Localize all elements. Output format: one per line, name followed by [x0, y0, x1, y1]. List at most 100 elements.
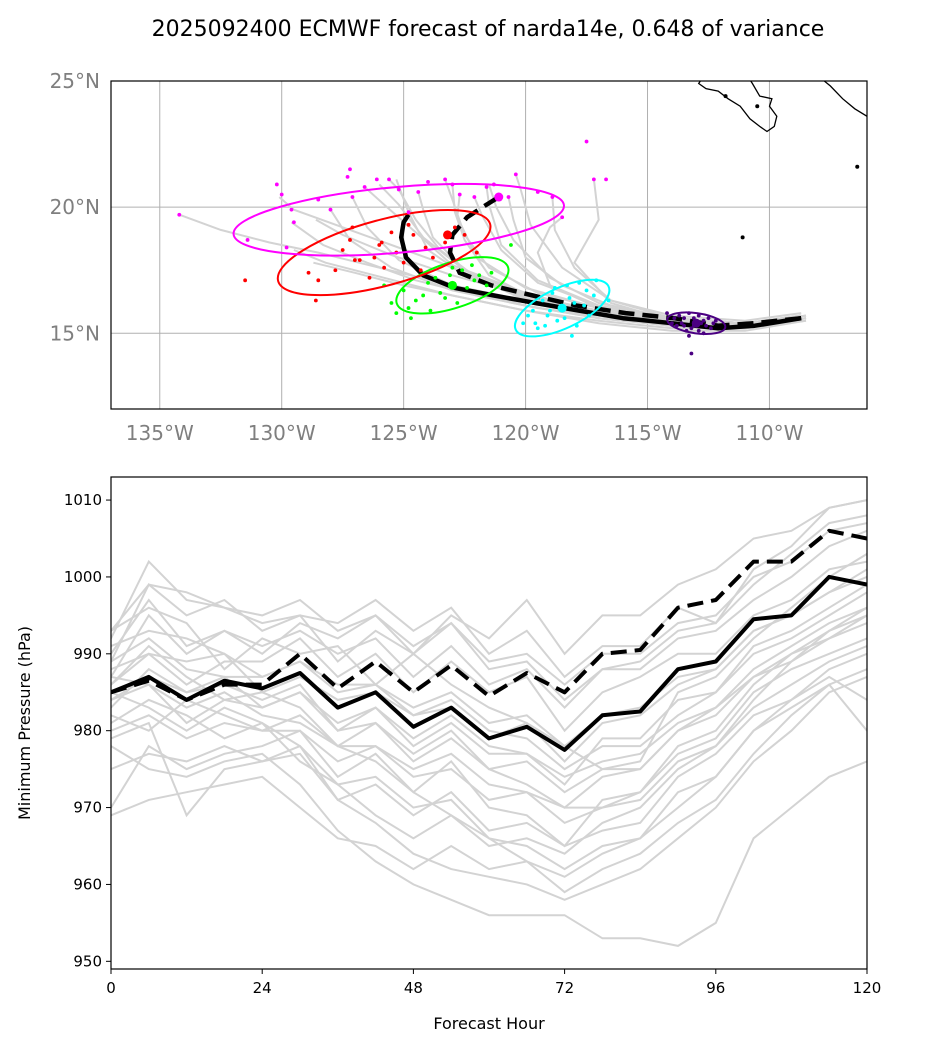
member-pressure-line: [111, 675, 867, 901]
member-pressure-line: [111, 606, 867, 794]
day5-member-point: [289, 207, 294, 212]
lon-tick-label: 120°W: [492, 421, 560, 445]
y-tick-label: 980: [73, 722, 102, 740]
day4-member-point: [462, 233, 467, 237]
day3-member-point: [409, 316, 413, 321]
y-axis-label: Minimum Pressure (hPa): [15, 626, 34, 820]
pressure-plot-area: [111, 499, 867, 947]
pressure-ticks: 0 24 48 72 96 120 950 960 970 980 990 1000 1010: [64, 491, 882, 997]
day1-member-point: [689, 326, 694, 331]
y-tick-label: 1000: [64, 568, 102, 586]
day5-mean-point: [494, 192, 504, 202]
day4-member-point: [243, 278, 248, 283]
coastline: [823, 81, 867, 117]
day4-spread-ellipse: [276, 209, 492, 297]
day1-member-point: [713, 318, 718, 323]
lon-tick-label: 110°W: [735, 421, 803, 445]
day1-member-point: [687, 333, 691, 338]
x-tick-label: 96: [706, 979, 725, 997]
day5-member-point: [328, 207, 333, 212]
day4-member-point: [379, 240, 384, 245]
day2-member-point: [521, 321, 526, 326]
day3-member-point: [448, 273, 452, 278]
day5-member-point: [292, 220, 296, 225]
day3-member-point: [477, 273, 482, 278]
day2-member-point: [540, 298, 545, 303]
day3-member-point: [394, 311, 399, 316]
day2-member-point: [535, 326, 540, 331]
day3-member-point: [413, 298, 418, 303]
island: [740, 235, 745, 240]
day5-member-point: [506, 195, 511, 199]
day4-member-point: [411, 233, 416, 237]
dashed-mean-track: [447, 195, 802, 328]
day5-member-point: [345, 174, 350, 179]
map-background: [111, 81, 867, 409]
day4-member-point: [474, 250, 479, 255]
day3-member-point: [484, 283, 489, 288]
map-panel: 135°W 130°W 125°W 120°W 115°W 110°W 15°N 20°N 25…: [50, 69, 868, 445]
day2-member-point: [543, 323, 547, 328]
x-tick-label: 24: [253, 979, 272, 997]
lon-tick-label: 115°W: [614, 421, 682, 445]
member-pressure-line: [111, 522, 867, 686]
day4-member-point: [382, 265, 387, 270]
day4-member-point: [377, 243, 382, 247]
day5-member-point: [584, 139, 589, 144]
day3-member-point: [433, 275, 438, 280]
day5-member-point: [396, 187, 401, 192]
day2-member-point: [567, 296, 572, 300]
x-tick-label: 48: [404, 979, 423, 997]
member-pressure-line: [111, 645, 867, 809]
day4-member-point: [352, 258, 357, 263]
day4-member-point: [418, 268, 423, 273]
day5-member-point: [513, 172, 518, 177]
member-pressure-line: [111, 745, 867, 947]
day2-member-point: [584, 288, 589, 293]
day3-member-point: [465, 285, 469, 290]
x-tick-label: 120: [853, 979, 882, 997]
member-pressure-line: [111, 499, 867, 679]
day4-member-point: [367, 275, 372, 280]
day5-member-point: [560, 215, 565, 220]
x-axis-label: Forecast Hour: [433, 1014, 545, 1033]
map-frame: [110, 80, 868, 410]
day2-member-point: [555, 318, 560, 323]
day3-member-point: [421, 293, 426, 298]
pressure-frame: [110, 476, 868, 970]
member-pressure-line: [111, 675, 867, 848]
day5-spread-ellipse: [232, 183, 565, 257]
day4-member-point: [333, 268, 338, 273]
day2-member-point: [606, 298, 611, 303]
day3-member-point: [426, 280, 430, 285]
day2-spread-ellipse: [513, 278, 611, 338]
day1-member-point: [696, 328, 701, 333]
day4-mean-point: [443, 230, 453, 240]
day2-member-point: [572, 301, 577, 305]
day2-member-point: [545, 313, 550, 318]
chart-title: 2025092400 ECMWF forecast of narda14e, 0…: [152, 17, 825, 42]
day5-member-point: [457, 192, 462, 197]
day1-member-point: [665, 311, 669, 316]
day4-member-point: [348, 238, 352, 242]
day3-member-point: [389, 301, 394, 305]
day1-member-point: [677, 313, 682, 318]
member-pressure-line: [111, 614, 867, 778]
y-tick-label: 950: [73, 952, 102, 970]
day3-member-point: [460, 268, 465, 273]
y-tick-label: 970: [73, 799, 102, 817]
member-pressure-line: [111, 529, 867, 710]
member-pressure-line: [111, 622, 867, 825]
day2-member-point: [533, 321, 538, 326]
lat-tick-label: 25°N: [50, 69, 100, 93]
day5-member-point: [604, 177, 608, 182]
lon-tick-label: 125°W: [370, 421, 438, 445]
day4-member-point: [401, 260, 406, 265]
y-tick-label: 1010: [64, 491, 102, 509]
map-tick-labels: 135°W 130°W 125°W 120°W 115°W 110°W 15°N 20°N 25…: [50, 69, 804, 445]
day2-mean-point: [557, 303, 567, 313]
dashed-pressure-line: [111, 528, 867, 702]
lon-tick-label: 130°W: [248, 421, 316, 445]
member-track: [514, 174, 802, 322]
